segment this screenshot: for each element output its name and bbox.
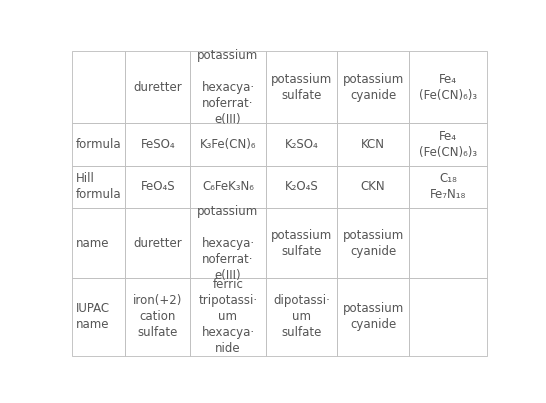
Text: potassium

hexacya·
noferrat·
e(III): potassium hexacya· noferrat· e(III) [197, 49, 259, 126]
Text: dipotassi·
um
sulfate: dipotassi· um sulfate [274, 294, 330, 339]
Bar [190, 208, 266, 278]
Bar [337, 208, 409, 278]
Bar [409, 278, 487, 355]
Text: IUPAC
name: IUPAC name [76, 302, 110, 331]
Bar [126, 278, 190, 355]
Text: C₆FeK₃N₆: C₆FeK₃N₆ [202, 181, 254, 193]
Text: duretter: duretter [133, 81, 182, 93]
Bar [190, 278, 266, 355]
Bar [266, 123, 337, 166]
Bar [73, 52, 126, 123]
Bar [126, 123, 190, 166]
Text: iron(+2)
cation
sulfate: iron(+2) cation sulfate [133, 294, 182, 339]
Bar [337, 166, 409, 208]
Text: Hill
formula: Hill formula [76, 172, 122, 202]
Text: FeO₄S: FeO₄S [140, 181, 175, 193]
Bar [337, 278, 409, 355]
Bar [73, 166, 126, 208]
Text: potassium
sulfate: potassium sulfate [271, 73, 333, 102]
Text: potassium
sulfate: potassium sulfate [271, 229, 333, 258]
Bar [409, 123, 487, 166]
Bar [337, 52, 409, 123]
Text: duretter: duretter [133, 237, 182, 249]
Bar [73, 208, 126, 278]
Text: Fe₄
(Fe(CN)₆)₃: Fe₄ (Fe(CN)₆)₃ [419, 130, 477, 159]
Bar [409, 52, 487, 123]
Text: C₁₈
Fe₇N₁₈: C₁₈ Fe₇N₁₈ [430, 172, 466, 202]
Text: K₂O₄S: K₂O₄S [285, 181, 318, 193]
Bar [409, 166, 487, 208]
Text: Fe₄
(Fe(CN)₆)₃: Fe₄ (Fe(CN)₆)₃ [419, 73, 477, 102]
Bar [266, 208, 337, 278]
Bar [190, 166, 266, 208]
Text: potassium
cyanide: potassium cyanide [342, 229, 403, 258]
Bar [190, 123, 266, 166]
Bar [266, 278, 337, 355]
Bar [266, 52, 337, 123]
Bar [126, 208, 190, 278]
Text: K₃Fe(CN)₆: K₃Fe(CN)₆ [200, 137, 256, 151]
Bar [126, 52, 190, 123]
Text: name: name [76, 237, 109, 249]
Text: potassium
cyanide: potassium cyanide [342, 73, 403, 102]
Text: KCN: KCN [361, 137, 385, 151]
Bar [266, 166, 337, 208]
Bar [73, 123, 126, 166]
Bar [126, 166, 190, 208]
Text: potassium

hexacya·
noferrat·
e(III): potassium hexacya· noferrat· e(III) [197, 205, 259, 282]
Bar [409, 208, 487, 278]
Bar [73, 278, 126, 355]
Text: K₂SO₄: K₂SO₄ [285, 137, 318, 151]
Bar [337, 123, 409, 166]
Bar [190, 52, 266, 123]
Text: CKN: CKN [361, 181, 385, 193]
Text: potassium
cyanide: potassium cyanide [342, 302, 403, 331]
Text: FeSO₄: FeSO₄ [140, 137, 175, 151]
Text: formula: formula [76, 137, 122, 151]
Text: ferric
tripotassi·
um
hexacya·
nide: ferric tripotassi· um hexacya· nide [198, 278, 258, 355]
